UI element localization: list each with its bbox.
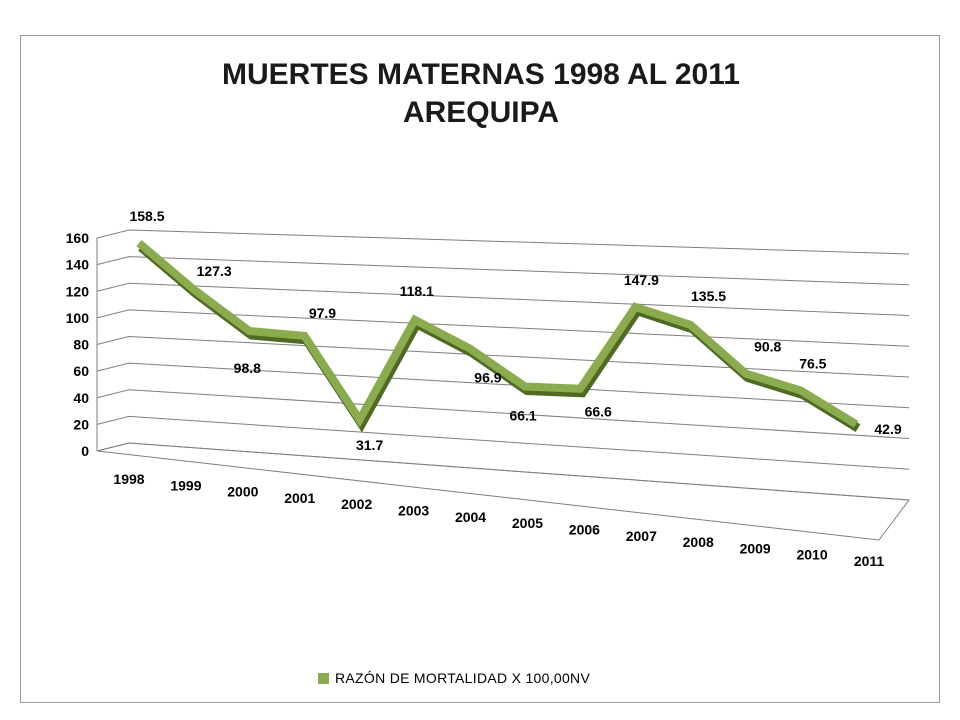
y-tick-label-40: 40 bbox=[73, 390, 89, 406]
chart-frame: MUERTES MATERNAS 1998 AL 2011 AREQUIPA 0… bbox=[20, 35, 940, 703]
legend: RAZÓN DE MORTALIDAD X 100,00NV bbox=[318, 670, 590, 686]
data-labels: 158.5 127.3 98.8 97.9 31.7 118.1 96.9 66.1 66.6 1… bbox=[129, 208, 901, 453]
y-tick-label-100: 100 bbox=[66, 310, 90, 326]
data-point-2002 bbox=[359, 419, 361, 421]
data-label-2004: 96.9 bbox=[474, 370, 501, 386]
y-axis-tick-labels: 0 20 40 60 80 100 120 140 160 bbox=[66, 230, 90, 459]
data-point-2010 bbox=[800, 390, 802, 392]
x-tick-label-1999: 1999 bbox=[170, 477, 201, 493]
data-point-2003 bbox=[414, 319, 416, 321]
data-point-2011 bbox=[855, 423, 857, 425]
y-tick-label-0: 0 bbox=[81, 443, 89, 459]
gridline-40 bbox=[96, 389, 910, 439]
axes bbox=[96, 238, 910, 541]
floor-plane bbox=[96, 442, 910, 541]
gridline-160 bbox=[96, 229, 910, 255]
data-point-2006 bbox=[579, 388, 581, 390]
gridline-20 bbox=[96, 415, 910, 470]
data-label-2007: 147.9 bbox=[624, 272, 659, 288]
x-tick-label-2006: 2006 bbox=[569, 521, 600, 537]
line-chart: MUERTES MATERNAS 1998 AL 2011 AREQUIPA 0… bbox=[66, 58, 910, 686]
gridlines bbox=[96, 229, 910, 501]
chart-title-line-1: MUERTES MATERNAS 1998 AL 2011 bbox=[222, 58, 740, 91]
x-tick-label-2005: 2005 bbox=[512, 515, 543, 531]
data-label-2009: 90.8 bbox=[754, 339, 781, 355]
series-line-main bbox=[136, 239, 859, 428]
gridline-120 bbox=[96, 282, 910, 316]
gridline-60 bbox=[96, 362, 910, 409]
data-label-2003: 118.1 bbox=[400, 283, 434, 299]
data-label-1999: 127.3 bbox=[197, 263, 232, 279]
x-tick-label-2008: 2008 bbox=[683, 534, 714, 550]
data-point-2009 bbox=[745, 373, 747, 375]
data-label-2002: 31.7 bbox=[356, 437, 383, 453]
data-point-2000 bbox=[248, 330, 250, 332]
gridline-80 bbox=[96, 335, 910, 378]
data-point-2004 bbox=[469, 348, 471, 350]
y-tick-label-120: 120 bbox=[66, 283, 90, 299]
x-tick-label-2000: 2000 bbox=[227, 484, 258, 500]
y-tick-label-160: 160 bbox=[66, 230, 90, 246]
legend-swatch bbox=[318, 673, 329, 684]
x-tick-label-2002: 2002 bbox=[341, 496, 372, 512]
data-label-2006: 66.6 bbox=[585, 404, 612, 420]
y-tick-label-140: 140 bbox=[66, 257, 90, 273]
x-tick-label-2001: 2001 bbox=[284, 490, 315, 506]
data-label-2005: 66.1 bbox=[509, 408, 536, 424]
x-tick-label-2004: 2004 bbox=[455, 509, 486, 525]
data-point-1998 bbox=[138, 242, 140, 244]
y-tick-label-60: 60 bbox=[73, 363, 89, 379]
x-tick-label-2009: 2009 bbox=[740, 540, 771, 556]
data-label-2001: 97.9 bbox=[309, 305, 336, 321]
y-tick-label-20: 20 bbox=[73, 416, 89, 432]
series-line-shadow bbox=[138, 243, 861, 433]
data-point-1999 bbox=[193, 289, 195, 291]
data-point-2005 bbox=[524, 386, 526, 388]
data-label-2008: 135.5 bbox=[691, 288, 726, 304]
data-point-2001 bbox=[303, 335, 305, 337]
data-point-2008 bbox=[690, 324, 692, 326]
series-line bbox=[136, 239, 861, 433]
gridline-100 bbox=[96, 309, 910, 347]
data-label-2011: 42.9 bbox=[874, 421, 901, 437]
x-tick-label-2011: 2011 bbox=[854, 553, 885, 569]
chart-title-line-2: AREQUIPA bbox=[403, 96, 559, 129]
gridline-140 bbox=[96, 256, 910, 286]
x-tick-label-2007: 2007 bbox=[626, 528, 657, 544]
x-tick-label-2003: 2003 bbox=[398, 503, 429, 519]
y-tick-label-80: 80 bbox=[73, 337, 89, 353]
data-point-2007 bbox=[634, 306, 636, 308]
legend-label: RAZÓN DE MORTALIDAD X 100,00NV bbox=[335, 670, 590, 686]
x-tick-label-2010: 2010 bbox=[796, 547, 827, 563]
data-label-2000: 98.8 bbox=[234, 360, 261, 376]
x-tick-label-1998: 1998 bbox=[113, 471, 144, 487]
data-label-2010: 76.5 bbox=[799, 356, 826, 372]
data-label-1998: 158.5 bbox=[129, 208, 164, 224]
x-axis-tick-labels: 1998 1999 2000 2001 2002 2003 2004 2005 2006 2007… bbox=[113, 471, 884, 569]
